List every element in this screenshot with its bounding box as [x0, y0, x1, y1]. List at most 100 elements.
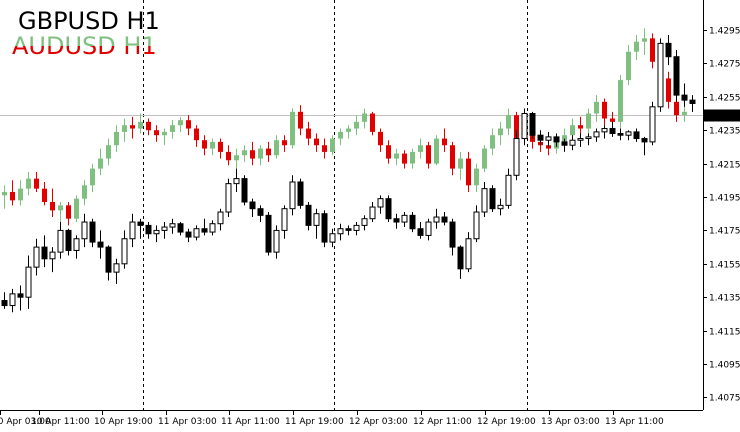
gbpusd-candle-body	[282, 209, 287, 231]
gbpusd-candle-body	[602, 129, 607, 132]
audusd-candle-body	[618, 80, 623, 122]
gbpusd-candle-body	[330, 234, 335, 242]
gbpusd-candle-body	[18, 294, 23, 297]
audusd-candle-body	[458, 159, 463, 169]
gbpusd-candle-body	[658, 43, 663, 106]
time-tick-label: 11 Apr 19:00	[285, 417, 344, 427]
gbpusd-candle-body	[66, 230, 71, 250]
audusd-candle-body	[18, 189, 23, 201]
audusd-candle-body	[682, 112, 687, 115]
audusd-candle-body	[34, 179, 39, 189]
gbpusd-candle-body	[394, 219, 399, 222]
gbpusd-candle-body	[546, 137, 551, 140]
audusd-candle-body	[82, 185, 87, 198]
gbpusd-candle-body	[426, 222, 431, 235]
audusd-candle-body	[202, 140, 207, 148]
audusd-candle-body	[642, 38, 647, 41]
audusd-candle-body	[194, 129, 199, 141]
gbpusd-candle-body	[170, 224, 175, 227]
gbpusd-candle	[298, 179, 303, 209]
gbpusd-candle-body	[290, 182, 295, 209]
audusd-candle-body	[602, 102, 607, 119]
price-tick-label: 1.4295	[709, 27, 740, 37]
audusd-candle-body	[346, 129, 351, 132]
gbpusd-candle-body	[130, 222, 135, 239]
gbpusd-candle-body	[338, 229, 343, 234]
audusd-candle-body	[474, 169, 479, 186]
audusd-candle-body	[178, 120, 183, 125]
gbpusd-candle-body	[386, 199, 391, 219]
gbpusd-candle-body	[10, 294, 15, 306]
audusd-candle-body	[578, 125, 583, 128]
price-tick-label: 1.4255	[709, 94, 740, 104]
audusd-candle-body	[186, 120, 191, 128]
audusd-candle	[74, 195, 79, 222]
audusd-candle-body	[498, 129, 503, 136]
gbpusd-candle-body	[26, 267, 31, 297]
gbpusd-candle-body	[178, 224, 183, 232]
gbpusd-candle-body	[34, 247, 39, 267]
price-tick-label: 1.4135	[709, 294, 740, 304]
audusd-candle-body	[138, 122, 143, 129]
gbpusd-candle-body	[274, 230, 279, 252]
gbpusd-candle-body	[690, 100, 695, 103]
gbpusd-candle-body	[490, 189, 495, 209]
price-tick-label: 1.4195	[709, 194, 740, 204]
audusd-candle-body	[506, 115, 511, 128]
gbpusd-candle-body	[594, 132, 599, 137]
gbpusd-candle-body	[378, 199, 383, 207]
gbpusd-candle-body	[250, 202, 255, 209]
gbpusd-candle	[658, 38, 663, 111]
gbpusd-candle-body	[634, 132, 639, 139]
audusd-candle-body	[490, 135, 495, 148]
gbpusd-candle	[322, 210, 327, 247]
audusd-candle-body	[330, 139, 335, 152]
audusd-candle-body	[282, 140, 287, 145]
gbpusd-candle-body	[42, 247, 47, 259]
gbpusd-candle-body	[506, 175, 511, 205]
gbpusd-candle-body	[154, 230, 159, 233]
audusd-candle-body	[266, 149, 271, 156]
gbpusd-candle	[410, 212, 415, 232]
audusd-candle-body	[338, 132, 343, 139]
gbpusd-candle-body	[466, 239, 471, 269]
gbpusd-candle-body	[266, 215, 271, 252]
gbpusd-candle-body	[562, 142, 567, 145]
audusd-candle-body	[234, 155, 239, 160]
time-tick-label: 11 Apr 03:00	[158, 417, 217, 427]
audusd-candle-body	[426, 145, 431, 163]
time-tick-label: 10 Apr 11:00	[31, 417, 90, 427]
audusd-candle-body	[242, 150, 247, 155]
audusd-candle-body	[10, 192, 15, 200]
gbpusd-candle-body	[626, 132, 631, 135]
gbpusd-candle-body	[410, 215, 415, 228]
gbpusd-candle-body	[306, 205, 311, 225]
audusd-candle-body	[626, 52, 631, 80]
gbpusd-candle	[242, 175, 247, 205]
gbpusd-candle-body	[586, 137, 591, 139]
audusd-candle	[482, 145, 487, 172]
time-tick-label: 10 Apr 19:00	[94, 417, 153, 427]
gbpusd-candle-body	[514, 139, 519, 176]
gbpusd-candle-body	[434, 217, 439, 222]
audusd-candle	[370, 112, 375, 135]
audusd-candle-body	[378, 132, 383, 145]
gbpusd-candle-body	[498, 205, 503, 208]
gbpusd-candle-body	[530, 114, 535, 136]
gbpusd-candle-body	[298, 182, 303, 205]
audusd-candle-body	[98, 159, 103, 169]
gbpusd-candle-body	[402, 215, 407, 222]
time-tick-label: 12 Apr 03:00	[349, 417, 408, 427]
audusd-candle-body	[450, 145, 455, 168]
audusd-candle-body	[386, 145, 391, 158]
gbpusd-candle-body	[370, 207, 375, 219]
gbpusd-candle-body	[570, 140, 575, 145]
gbpusd-candle-body	[610, 129, 615, 134]
audusd-candle-body	[130, 125, 135, 128]
audusd-candle-body	[306, 129, 311, 139]
gbpusd-candle	[530, 112, 535, 139]
gbpusd-candle-body	[194, 229, 199, 237]
gbpusd-candle	[674, 50, 679, 102]
audusd-candle-body	[74, 199, 79, 219]
